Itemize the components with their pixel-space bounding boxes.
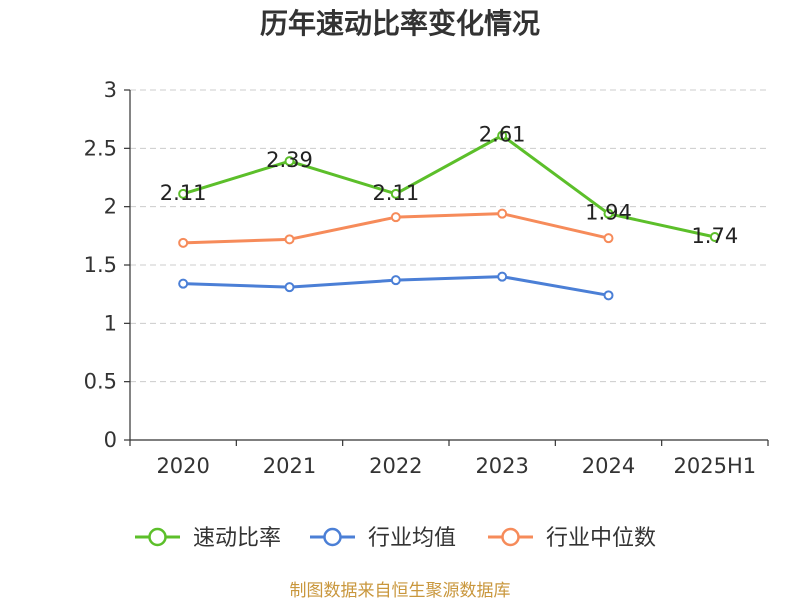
y-axis: 0 0.5 1 1.5 2 2.5 3	[84, 78, 131, 452]
x-tick-label: 2021	[263, 454, 316, 478]
data-label: 2.11	[372, 181, 419, 205]
legend-label-1: 行业均值	[368, 526, 456, 551]
source-note: 制图数据来自恒生聚源数据库	[290, 581, 511, 600]
series-point-2	[390, 212, 401, 223]
y-tick-label: 3	[104, 78, 117, 102]
series-point-2	[497, 208, 508, 219]
series-point-0	[390, 188, 401, 199]
x-tick-label: 2025H1	[674, 454, 757, 478]
x-tick-label: 2023	[475, 454, 528, 478]
series-lines	[182, 134, 716, 297]
legend-label-0: 速动比率	[193, 526, 281, 551]
series-point-0	[284, 156, 295, 167]
legend-label-2: 行业中位数	[546, 526, 656, 551]
series-points	[178, 130, 720, 301]
y-tick-label: 1.5	[84, 253, 117, 277]
series-point-0	[603, 208, 614, 219]
series-point-0	[178, 188, 189, 199]
series-point-1	[497, 271, 508, 282]
series-line-0	[182, 134, 716, 239]
legend-item-0[interactable]: 速动比率	[135, 526, 281, 551]
grid-lines	[130, 89, 768, 383]
y-tick-label: 2.5	[84, 136, 117, 160]
data-label: 1.74	[691, 224, 738, 248]
data-label: 2.61	[479, 123, 526, 147]
y-tick-label: 2	[104, 195, 117, 219]
y-tick-label: 1	[104, 311, 117, 335]
x-axis: 2020 2021 2022 2023 2024 2025H1	[129, 439, 769, 478]
series-point-0	[709, 232, 720, 242]
x-tick-label: 2024	[582, 454, 635, 478]
chart-title: 历年速动比率变化情况	[260, 7, 540, 40]
legend-marker-2	[501, 527, 520, 547]
data-label: 1.94	[585, 201, 632, 225]
legend-item-1[interactable]: 行业均值	[310, 526, 456, 551]
legend: 速动比率 行业均值 行业中位数	[135, 526, 656, 551]
x-tick-label: 2020	[156, 454, 209, 478]
series-point-1	[284, 282, 295, 293]
data-label: 2.39	[266, 148, 313, 172]
series-point-1	[178, 278, 189, 289]
series-point-1	[603, 290, 614, 301]
legend-marker-1	[323, 527, 342, 547]
series-point-2	[178, 237, 189, 248]
legend-item-2[interactable]: 行业中位数	[488, 526, 656, 551]
data-label: 2.11	[160, 181, 207, 205]
legend-marker-0	[148, 527, 167, 547]
y-tick-label: 0.5	[84, 370, 117, 394]
series-point-0	[497, 130, 508, 141]
series-point-2	[603, 233, 614, 244]
y-tick-label: 0	[104, 428, 117, 452]
x-tick-label: 2022	[369, 454, 422, 478]
series-point-2	[284, 234, 295, 245]
series-point-1	[390, 275, 401, 286]
data-labels: 2.11 2.39 2.11 2.61 1.94 1.74	[160, 123, 738, 249]
